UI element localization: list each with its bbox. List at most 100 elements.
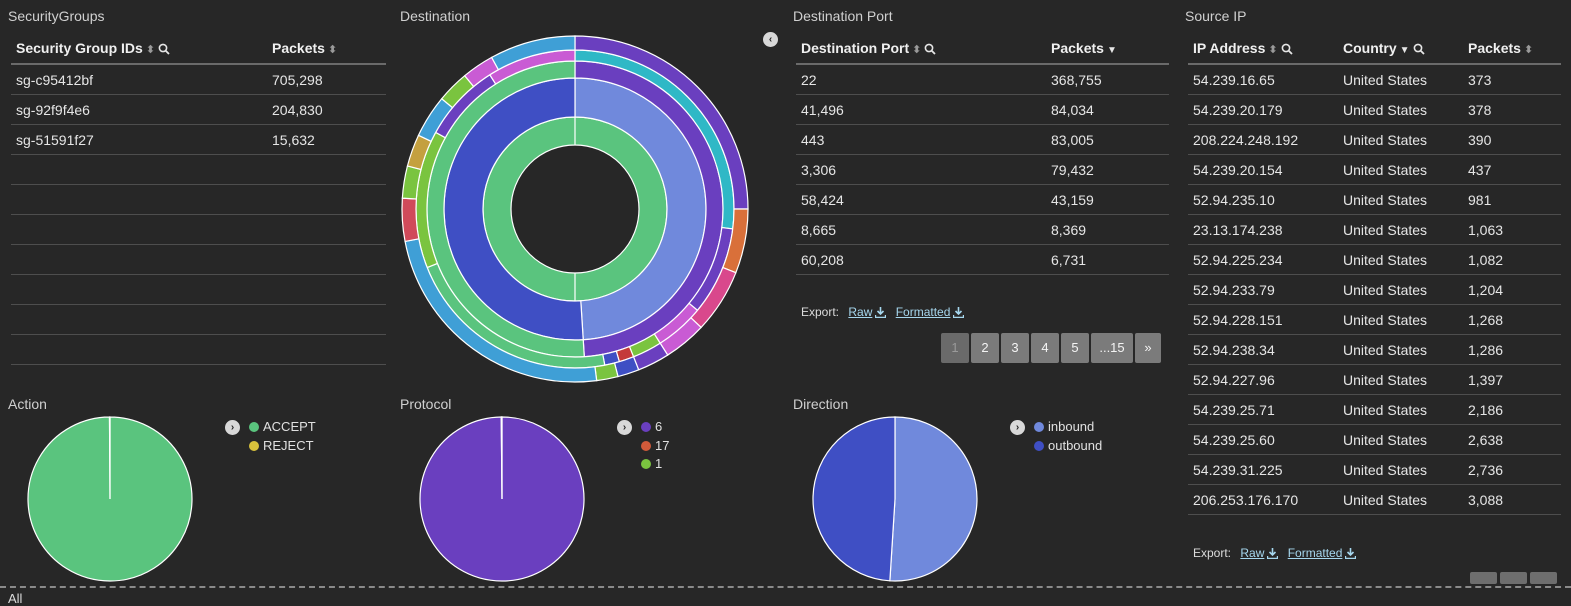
legend-label: ACCEPT <box>263 419 316 434</box>
export-bar: Export: Raw Formatted <box>801 305 964 319</box>
layout-button[interactable] <box>1500 572 1527 584</box>
column-header-security-group-ids[interactable]: Security Group IDs⬍ <box>11 33 267 64</box>
security-group-id-cell: sg-92f9f4e6 <box>11 95 267 125</box>
column-header-country[interactable]: Country▼ <box>1338 33 1463 64</box>
column-header-destination-port[interactable]: Destination Port⬍ <box>796 33 1046 64</box>
chevron-right-icon[interactable]: › <box>617 420 632 435</box>
legend-swatch <box>641 422 651 432</box>
protocol-pie-chart[interactable] <box>417 414 587 584</box>
table-row[interactable] <box>11 155 386 185</box>
search-icon[interactable] <box>1281 43 1293 55</box>
search-icon[interactable] <box>158 43 170 55</box>
page-15-button[interactable]: ...15 <box>1091 333 1133 363</box>
packets-cell: 2,186 <box>1463 395 1561 425</box>
sort-icon[interactable]: ⬍ <box>912 44 921 56</box>
legend-item[interactable]: inbound <box>1034 418 1102 437</box>
search-icon[interactable] <box>924 43 936 55</box>
legend-item[interactable]: 1 <box>641 455 669 474</box>
legend-item[interactable]: ACCEPT <box>249 418 316 437</box>
export-formatted-link[interactable]: Formatted <box>1288 546 1357 560</box>
pie-slice[interactable] <box>109 417 110 499</box>
layout-button[interactable] <box>1530 572 1557 584</box>
page-4-button[interactable]: 4 <box>1031 333 1059 363</box>
destination-sunburst-chart[interactable] <box>400 34 750 384</box>
export-formatted-link[interactable]: Formatted <box>896 305 965 319</box>
sort-desc-icon[interactable]: ▼ <box>1400 45 1410 56</box>
page-3-button[interactable]: 3 <box>1001 333 1029 363</box>
pie-slice[interactable] <box>813 417 895 581</box>
packets-cell <box>267 245 386 275</box>
ip-address-cell: 54.239.31.225 <box>1188 455 1338 485</box>
action-pie-chart[interactable] <box>25 414 195 584</box>
sunburst-segment[interactable] <box>483 117 667 301</box>
table-row[interactable] <box>11 215 386 245</box>
chevron-right-icon[interactable]: › <box>1010 420 1025 435</box>
chevron-right-icon[interactable]: › <box>225 420 240 435</box>
column-header-ip-address[interactable]: IP Address⬍ <box>1188 33 1338 64</box>
chevron-left-icon[interactable]: ‹ <box>763 32 778 47</box>
column-header-packets[interactable]: Packets▼ <box>1046 33 1169 64</box>
pie-slice[interactable] <box>890 417 977 581</box>
direction-pie-chart[interactable] <box>810 414 980 584</box>
sort-icon[interactable]: ⬍ <box>146 44 155 56</box>
panel-title: Destination <box>400 8 470 24</box>
column-header-packets[interactable]: Packets⬍ <box>1463 33 1561 64</box>
sunburst-segment[interactable] <box>402 198 419 241</box>
page-1-button[interactable]: 1 <box>941 333 969 363</box>
destination-port-panel: Destination Port Destination Port⬍ Packe… <box>793 8 1171 368</box>
legend-item[interactable]: 6 <box>641 418 669 437</box>
sort-icon[interactable]: ⬍ <box>1268 44 1277 56</box>
table-row[interactable] <box>11 335 386 365</box>
legend-label: 1 <box>655 456 662 471</box>
export-raw-link[interactable]: Raw <box>1240 546 1278 560</box>
sort-icon[interactable]: ⬍ <box>328 44 337 56</box>
table-row[interactable] <box>11 245 386 275</box>
sort-icon[interactable]: ⬍ <box>1524 44 1533 56</box>
table-row[interactable] <box>11 305 386 335</box>
table-row[interactable] <box>11 185 386 215</box>
page-2-button[interactable]: 2 <box>971 333 999 363</box>
panel-title: Action <box>8 396 47 412</box>
search-icon[interactable] <box>1413 43 1425 55</box>
page-5-button[interactable]: 5 <box>1061 333 1089 363</box>
country-cell: United States <box>1338 95 1463 125</box>
security-group-id-cell <box>11 185 267 215</box>
next-page-button[interactable]: » <box>1135 333 1161 363</box>
legend-item[interactable]: REJECT <box>249 437 316 456</box>
column-header-packets[interactable]: Packets⬍ <box>267 33 386 64</box>
legend-item[interactable]: outbound <box>1034 437 1102 456</box>
sort-desc-icon[interactable]: ▼ <box>1107 45 1117 56</box>
legend-item[interactable]: 17 <box>641 437 669 456</box>
security-group-id-cell <box>11 335 267 365</box>
export-raw-link[interactable]: Raw <box>848 305 886 319</box>
table-row[interactable] <box>11 275 386 305</box>
layout-button[interactable] <box>1470 572 1497 584</box>
